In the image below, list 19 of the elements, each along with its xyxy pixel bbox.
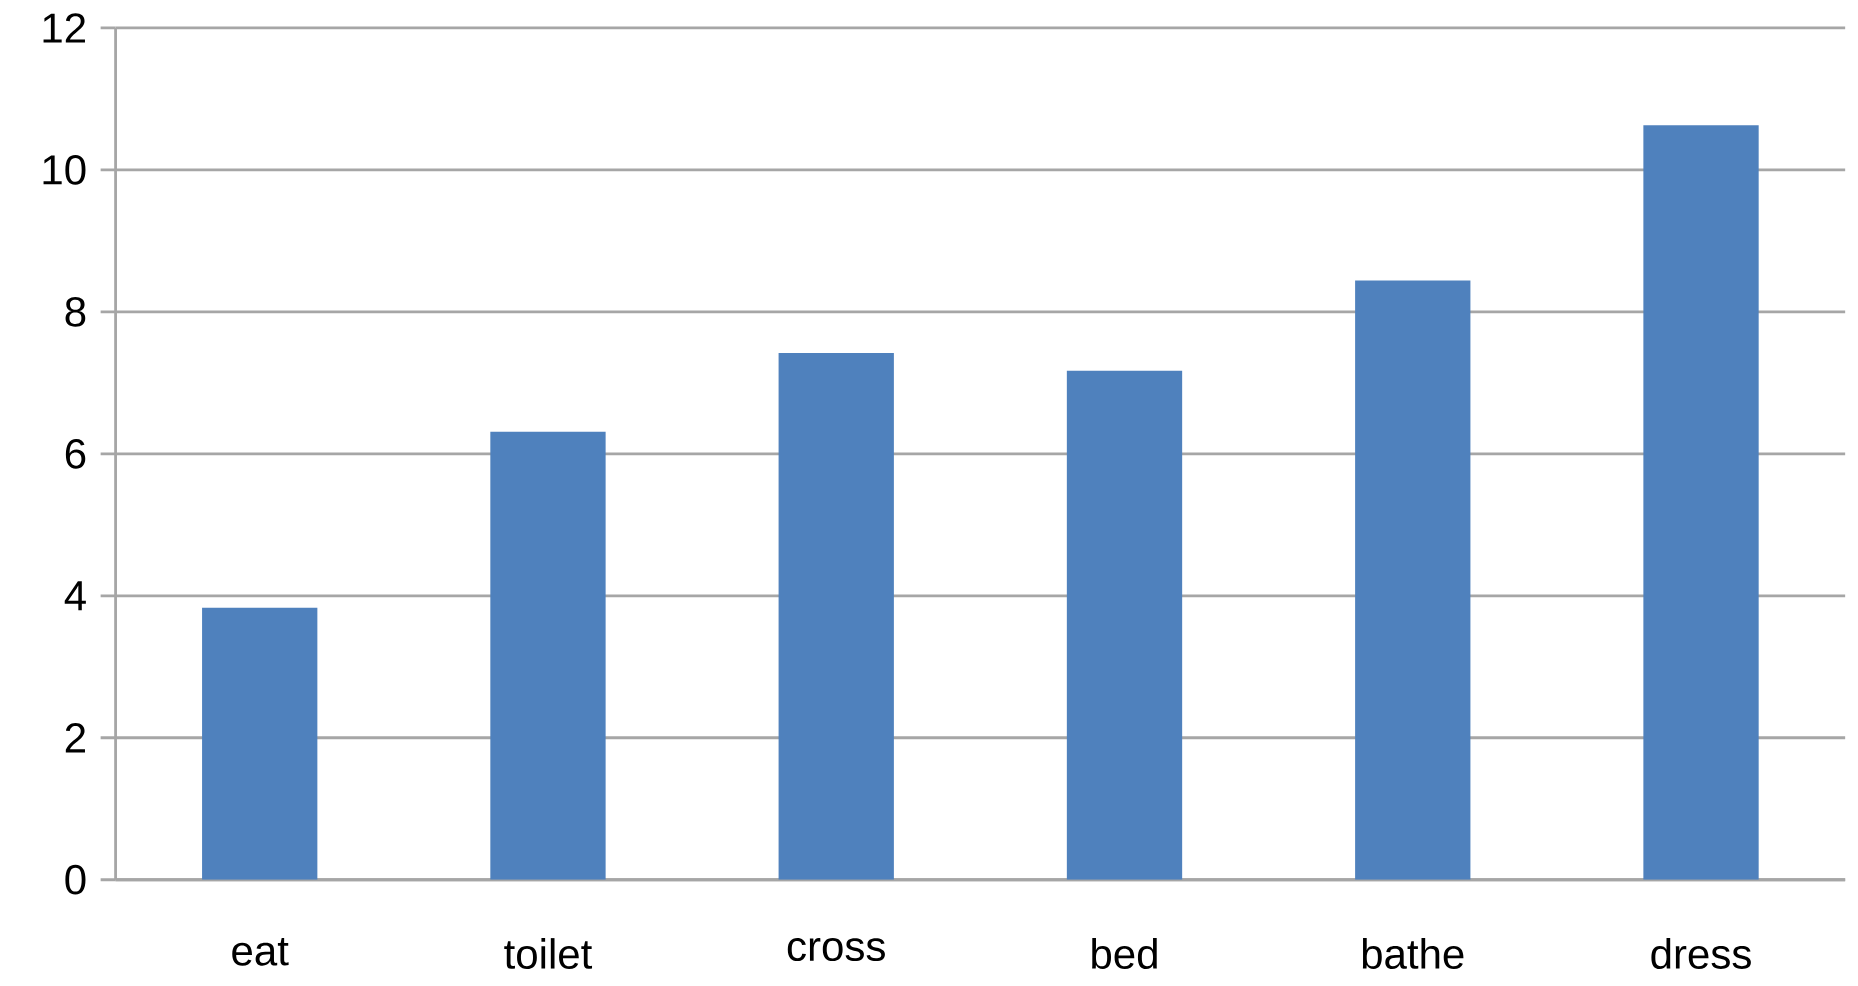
y-tick-label: 0 — [65, 864, 86, 895]
x-tick-label: cross — [787, 937, 885, 961]
y-tick-label: 6 — [65, 438, 86, 469]
bar — [490, 431, 606, 880]
bar — [1066, 370, 1183, 880]
x-tick-label: toilet — [504, 937, 593, 969]
bar — [202, 607, 318, 880]
x-tick-label: bed — [1092, 937, 1157, 969]
bar — [1643, 124, 1759, 880]
y-tick-label: 2 — [65, 722, 85, 753]
x-tick-label: bathe — [1362, 937, 1464, 969]
bar — [778, 352, 894, 880]
y-tick-label: 10 — [43, 154, 86, 185]
x-tick-label: dress — [1651, 937, 1751, 969]
bar — [1355, 280, 1471, 880]
y-tick-label: 12 — [43, 13, 85, 43]
y-tick-label: 8 — [65, 296, 86, 327]
y-tick-label: 4 — [64, 581, 86, 611]
x-tick-label: eat — [232, 937, 289, 966]
